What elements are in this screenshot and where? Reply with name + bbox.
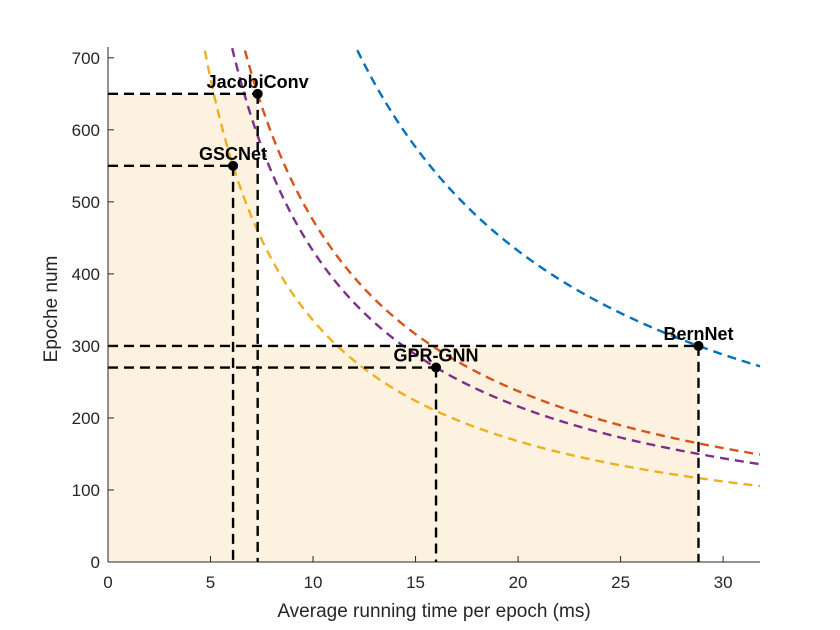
point-gscnet — [228, 160, 239, 171]
curves — [203, 47, 761, 488]
y-tick-label: 400 — [72, 265, 100, 284]
point-label-gpr-gnn: GPR-GNN — [394, 346, 479, 366]
x-tick-label: 0 — [103, 573, 112, 592]
curve-purple — [230, 47, 761, 466]
x-tick-label: 5 — [206, 573, 215, 592]
curve-blue — [356, 49, 761, 368]
y-tick-label: 300 — [72, 337, 100, 356]
y-tick-label: 500 — [72, 193, 100, 212]
y-tick-label: 700 — [72, 49, 100, 68]
x-tick-label: 20 — [509, 573, 528, 592]
y-tick-label: 600 — [72, 121, 100, 140]
curve-yellow — [203, 50, 761, 488]
data-points: JacobiConv GSCNet GPR-GNN BernNet — [199, 72, 734, 373]
x-tick-label: 15 — [406, 573, 425, 592]
guide-lines — [108, 92, 700, 562]
x-axis-title: Average running time per epoch (ms) — [277, 601, 590, 622]
curve-red — [243, 50, 761, 456]
point-label-bernnet: BernNet — [663, 324, 733, 344]
point-label-jacobiconv: JacobiConv — [207, 72, 309, 92]
y-axis-title: Epoche num — [41, 256, 62, 363]
x-tick-label: 30 — [714, 573, 733, 592]
point-label-gscnet: GSCNet — [199, 144, 267, 164]
y-tick-label: 100 — [72, 481, 100, 500]
y-tick-label: 0 — [91, 553, 100, 572]
x-tick-label: 10 — [304, 573, 323, 592]
point-jacobiconv — [252, 88, 263, 99]
x-tick-label: 25 — [611, 573, 630, 592]
area-bernnet — [108, 345, 699, 562]
point-gpr-gnn — [431, 362, 442, 373]
y-tick-label: 200 — [72, 409, 100, 428]
point-bernnet — [693, 340, 704, 351]
